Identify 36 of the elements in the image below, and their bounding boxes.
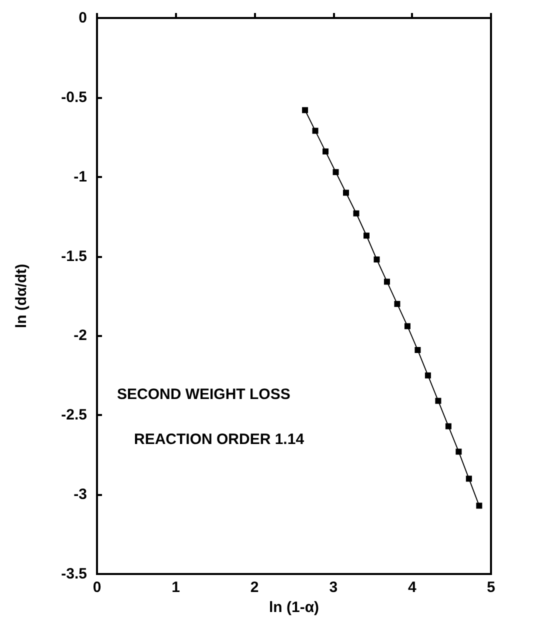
point [322,148,329,154]
point [466,476,472,482]
y-tick-label: -2 [74,327,87,344]
y-tick-label: -3 [74,486,87,504]
point [384,278,390,285]
point [353,210,360,216]
x-tick-label: 5 [486,579,496,596]
y-tick-label: -1 [74,168,87,186]
y-tick-label: 0 [78,10,87,26]
point [312,128,318,134]
x-tick-label: 0 [92,579,102,596]
annotation: SECOND WEIGHT LOSS [117,386,290,403]
point [414,347,421,354]
y-tick-label: -3.5 [61,566,87,582]
x-tick-label: 1 [172,579,180,596]
x-tick-label: 2 [250,579,259,596]
y-tick-label: -1.5 [61,248,87,265]
x-axis-title: ln (1-α) [268,598,320,616]
point [424,372,431,378]
point [456,448,462,455]
point [374,256,380,262]
point [363,232,370,239]
point [445,423,452,430]
y-axis-title: ln (dα/dt) [13,264,30,328]
y-tick-label: -0.5 [61,88,87,106]
point [394,300,400,307]
point [343,190,350,196]
point [302,107,308,114]
point [476,502,482,509]
annotation: REACTION ORDER 1.14 [134,431,305,448]
point [332,169,339,176]
x-tick-label: 3 [329,579,338,596]
y-tick-label: -2.5 [61,406,87,424]
point [435,398,442,404]
point [404,323,410,330]
x-tick-label: 4 [408,579,418,596]
